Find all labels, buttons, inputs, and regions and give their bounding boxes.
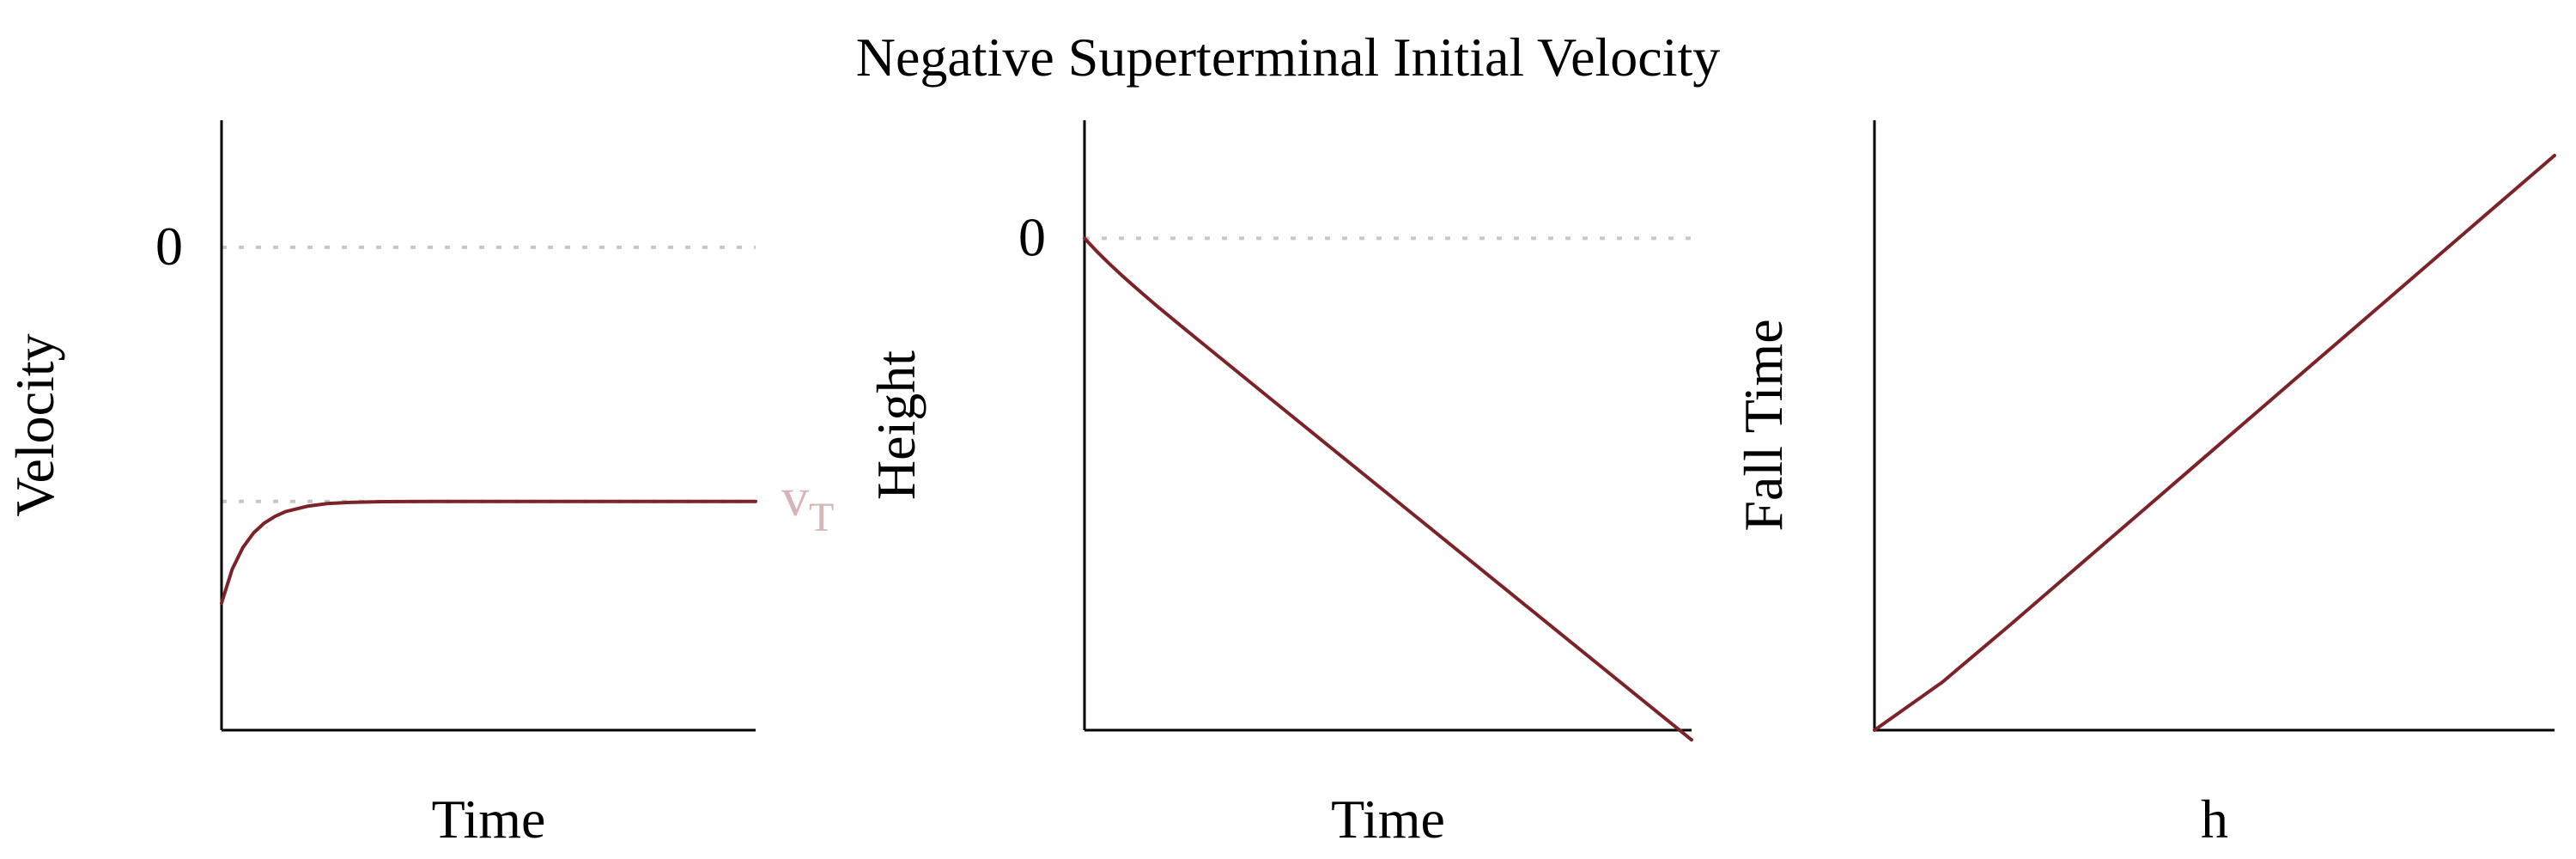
terminal-velocity-subscript: T: [809, 495, 834, 540]
series-line-1: [1083, 236, 1693, 742]
series-line-1: [1873, 154, 2556, 732]
reference-label-zero: 0: [155, 216, 183, 277]
figure-title: Negative Superterminal Initial Velocity: [856, 27, 1721, 88]
x-axis-label: Time: [1331, 789, 1445, 850]
chart-panel-3: h Fall Time: [1733, 120, 2556, 850]
y-axis-label: Fall Time: [1733, 319, 1794, 531]
terminal-velocity-label: vT: [781, 466, 834, 540]
x-axis-label: Time: [432, 789, 546, 850]
reference-label-zero: 0: [1018, 206, 1046, 267]
chart-panel-2: 0 Time Height: [866, 120, 1693, 850]
chart-panel-1: 0 vT Time Velocity: [4, 120, 834, 850]
x-axis-label: h: [2201, 789, 2228, 850]
y-axis-label: Height: [866, 350, 927, 500]
series-line-1: [220, 499, 757, 606]
y-axis-label: Velocity: [4, 333, 65, 516]
